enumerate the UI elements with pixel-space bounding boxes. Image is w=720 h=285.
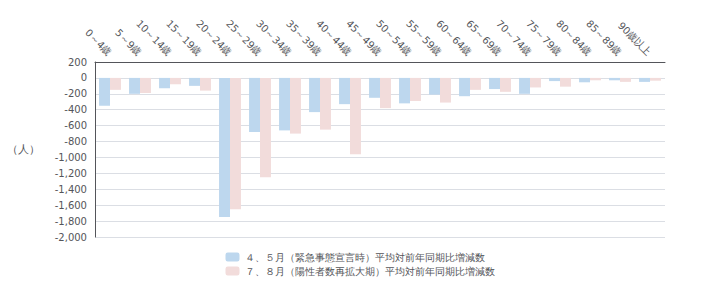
svg-text:-1,600: -1,600 xyxy=(55,200,87,211)
svg-text:55～59歳: 55～59歳 xyxy=(404,18,444,58)
svg-text:35～39歳: 35～39歳 xyxy=(284,18,324,58)
svg-text:-2,000: -2,000 xyxy=(55,232,87,243)
svg-text:5～9歳: 5～9歳 xyxy=(113,27,144,58)
svg-text:-1,200: -1,200 xyxy=(55,168,87,179)
svg-text:-1,000: -1,000 xyxy=(55,152,87,163)
svg-text:40～44歳: 40～44歳 xyxy=(314,18,354,58)
svg-text:60～64歳: 60～64歳 xyxy=(434,18,474,58)
svg-text:（人）: （人） xyxy=(7,143,40,156)
svg-text:90歳以上: 90歳以上 xyxy=(616,20,654,58)
svg-text:65～69歳: 65～69歳 xyxy=(464,18,504,58)
svg-text:50～54歳: 50～54歳 xyxy=(374,18,414,58)
svg-text:30～34歳: 30～34歳 xyxy=(254,18,294,58)
svg-text:-1,400: -1,400 xyxy=(55,184,87,195)
svg-text:0～4歳: 0～4歳 xyxy=(83,27,114,58)
svg-text:80～84歳: 80～84歳 xyxy=(554,18,594,58)
svg-text:-600: -600 xyxy=(64,120,87,131)
svg-text:-400: -400 xyxy=(64,104,87,115)
svg-text:70～74歳: 70～74歳 xyxy=(494,18,534,58)
svg-text:25～29歳: 25～29歳 xyxy=(224,18,264,58)
svg-text:４、５月（緊急事態宣言時）平均対前年同期比増減数: ４、５月（緊急事態宣言時）平均対前年同期比増減数 xyxy=(245,252,485,263)
svg-text:45～49歳: 45～49歳 xyxy=(344,18,384,58)
svg-text:0: 0 xyxy=(81,72,87,83)
svg-text:７、８月（陽性者数再拡大期）平均対前年同期比増減数: ７、８月（陽性者数再拡大期）平均対前年同期比増減数 xyxy=(245,266,495,277)
svg-text:-200: -200 xyxy=(64,88,87,99)
svg-text:15～19歳: 15～19歳 xyxy=(164,18,204,58)
svg-text:85～89歳: 85～89歳 xyxy=(584,18,624,58)
svg-text:-1,800: -1,800 xyxy=(55,216,87,227)
svg-text:10～14歳: 10～14歳 xyxy=(134,18,174,58)
svg-text:20～24歳: 20～24歳 xyxy=(194,18,234,58)
svg-text:-800: -800 xyxy=(64,136,87,147)
svg-text:200: 200 xyxy=(68,57,87,68)
svg-text:75～79歳: 75～79歳 xyxy=(524,18,564,58)
